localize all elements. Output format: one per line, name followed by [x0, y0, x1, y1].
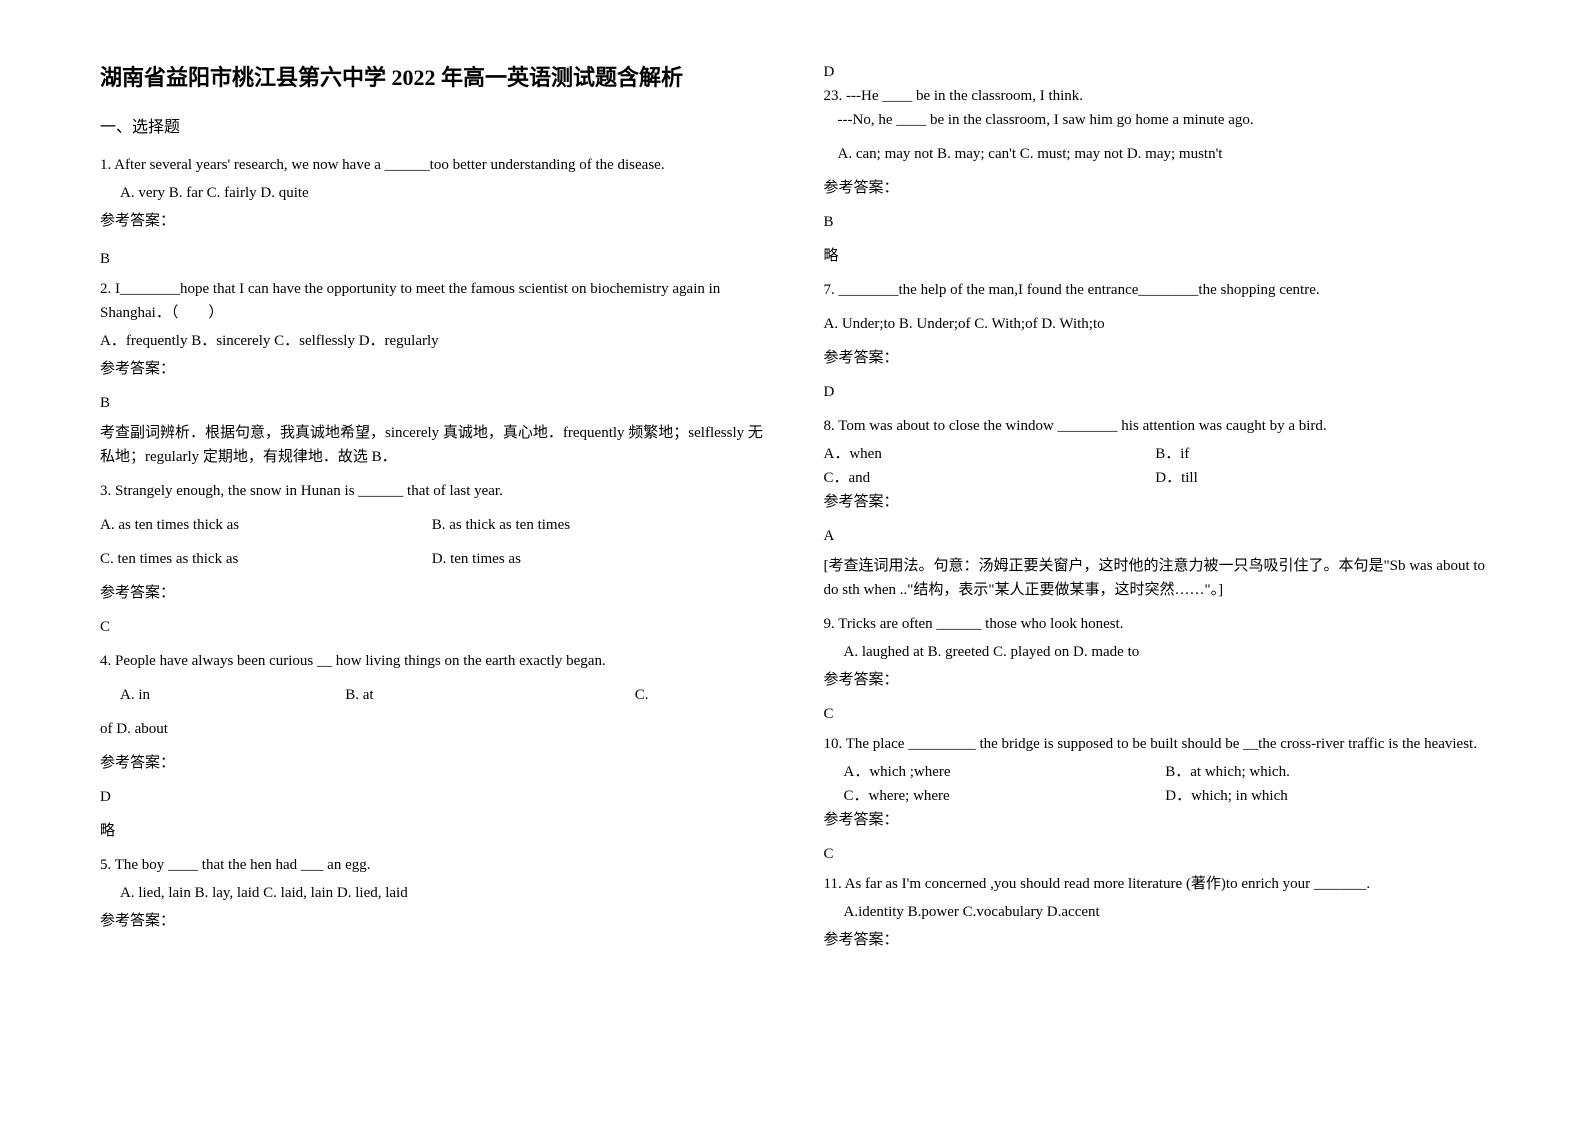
q3-opt-a: A. as ten times thick as: [100, 513, 432, 537]
q3-answer: C: [100, 615, 764, 639]
q10-opt-b: B．at which; which.: [1165, 760, 1487, 784]
answer-label: 参考答案：: [824, 490, 1488, 514]
question-2: 2. I________hope that I can have the opp…: [100, 277, 764, 381]
q3-opt-b: B. as thick as ten times: [432, 513, 764, 537]
q9-answer: C: [824, 702, 1488, 726]
q4-answer: D: [100, 785, 764, 809]
q3-opt-c: C. ten times as thick as: [100, 547, 432, 571]
q10-stem: 10. The place _________ the bridge is su…: [824, 732, 1488, 756]
q5-stem: 5. The boy ____ that the hen had ___ an …: [100, 853, 764, 877]
q8-stem: 8. Tom was about to close the window ___…: [824, 414, 1488, 438]
q10-row2: C．where; where D．which; in which: [824, 784, 1488, 808]
q10-row1: A．which ;where B．at which; which.: [824, 760, 1488, 784]
answer-label: 参考答案：: [100, 581, 764, 605]
answer-label: 参考答案：: [824, 668, 1488, 692]
question-8: 8. Tom was about to close the window ___…: [824, 414, 1488, 514]
q8-opt-c: C．and: [824, 466, 1156, 490]
answer-label: 参考答案：: [100, 209, 764, 233]
q8-answer: A: [824, 524, 1488, 548]
q4-extra: 略: [100, 819, 764, 843]
q5-options: A. lied, lain B. lay, laid C. laid, lain…: [100, 881, 764, 905]
answer-label: 参考答案：: [824, 928, 1488, 952]
q23-line1: 23. ---He ____ be in the classroom, I th…: [824, 84, 1488, 108]
q11-stem: 11. As far as I'm concerned ,you should …: [824, 872, 1488, 896]
q8-opt-b: B．if: [1155, 442, 1487, 466]
q10-opt-a: A．which ;where: [844, 760, 1166, 784]
page-container: 湖南省益阳市桃江县第六中学 2022 年高一英语测试题含解析 一、选择题 1. …: [100, 60, 1487, 952]
question-11: 11. As far as I'm concerned ,you should …: [824, 872, 1488, 952]
q23-answer: B: [824, 210, 1488, 234]
question-5: 5. The boy ____ that the hen had ___ an …: [100, 853, 764, 933]
q4-row1: A. in B. at C.: [100, 683, 764, 707]
q23-line2: ---No, he ____ be in the classroom, I sa…: [824, 108, 1488, 132]
q4-stem: 4. People have always been curious __ ho…: [100, 649, 764, 673]
q2-options: A．frequently B．sincerely C．selflessly D．…: [100, 329, 764, 353]
q7-stem: 7. ________the help of the man,I found t…: [824, 278, 1488, 302]
q10-opt-d: D．which; in which: [1165, 784, 1487, 808]
q7-answer: D: [824, 380, 1488, 404]
question-1: 1. After several years' research, we now…: [100, 153, 764, 233]
question-23: 23. ---He ____ be in the classroom, I th…: [824, 84, 1488, 200]
right-column: D 23. ---He ____ be in the classroom, I …: [824, 60, 1488, 952]
q3-opt-d: D. ten times as: [432, 547, 764, 571]
answer-label: 参考答案：: [824, 808, 1488, 832]
q8-opt-a: A．when: [824, 442, 1156, 466]
q23-extra: 略: [824, 244, 1488, 268]
q4-opt-a: A. in: [120, 683, 345, 707]
q11-options: A.identity B.power C.vocabulary D.accent: [824, 900, 1488, 924]
q9-stem: 9. Tricks are often ______ those who loo…: [824, 612, 1488, 636]
question-3: 3. Strangely enough, the snow in Hunan i…: [100, 479, 764, 605]
q8-row1: A．when B．if: [824, 442, 1488, 466]
q3-stem: 3. Strangely enough, the snow in Hunan i…: [100, 479, 764, 503]
page-title: 湖南省益阳市桃江县第六中学 2022 年高一英语测试题含解析: [100, 60, 764, 95]
q4-row2: of D. about: [100, 717, 764, 741]
col2-pretext: D: [824, 60, 1488, 84]
answer-label: 参考答案：: [100, 751, 764, 775]
answer-label: 参考答案：: [824, 346, 1488, 370]
q8-row2: C．and D．till: [824, 466, 1488, 490]
question-4: 4. People have always been curious __ ho…: [100, 649, 764, 775]
q8-opt-d: D．till: [1155, 466, 1487, 490]
q10-opt-c: C．where; where: [844, 784, 1166, 808]
q1-stem: 1. After several years' research, we now…: [100, 153, 764, 177]
question-7: 7. ________the help of the man,I found t…: [824, 278, 1488, 370]
q1-answer: B: [100, 247, 764, 271]
q8-explanation: [考查连词用法。句意：汤姆正要关窗户，这时他的注意力被一只鸟吸引住了。本句是"S…: [824, 554, 1488, 602]
q2-stem: 2. I________hope that I can have the opp…: [100, 277, 764, 325]
q4-opt-c: C.: [635, 683, 764, 707]
answer-label: 参考答案：: [100, 357, 764, 381]
section-heading: 一、选择题: [100, 115, 764, 141]
answer-label: 参考答案：: [824, 176, 1488, 200]
q3-row1: A. as ten times thick as B. as thick as …: [100, 513, 764, 537]
q4-opt-b: B. at: [345, 683, 635, 707]
left-column: 湖南省益阳市桃江县第六中学 2022 年高一英语测试题含解析 一、选择题 1. …: [100, 60, 764, 952]
q2-explanation: 考查副词辨析．根据句意，我真诚地希望，sincerely 真诚地，真心地．fre…: [100, 421, 764, 469]
q1-options: A. very B. far C. fairly D. quite: [100, 181, 764, 205]
q7-options: A. Under;to B. Under;of C. With;of D. Wi…: [824, 312, 1488, 336]
q2-answer: B: [100, 391, 764, 415]
q9-options: A. laughed at B. greeted C. played on D.…: [824, 640, 1488, 664]
q10-answer: C: [824, 842, 1488, 866]
answer-label: 参考答案：: [100, 909, 764, 933]
q3-row2: C. ten times as thick as D. ten times as: [100, 547, 764, 571]
q23-options: A. can; may not B. may; can't C. must; m…: [824, 142, 1488, 166]
question-10: 10. The place _________ the bridge is su…: [824, 732, 1488, 832]
question-9: 9. Tricks are often ______ those who loo…: [824, 612, 1488, 692]
